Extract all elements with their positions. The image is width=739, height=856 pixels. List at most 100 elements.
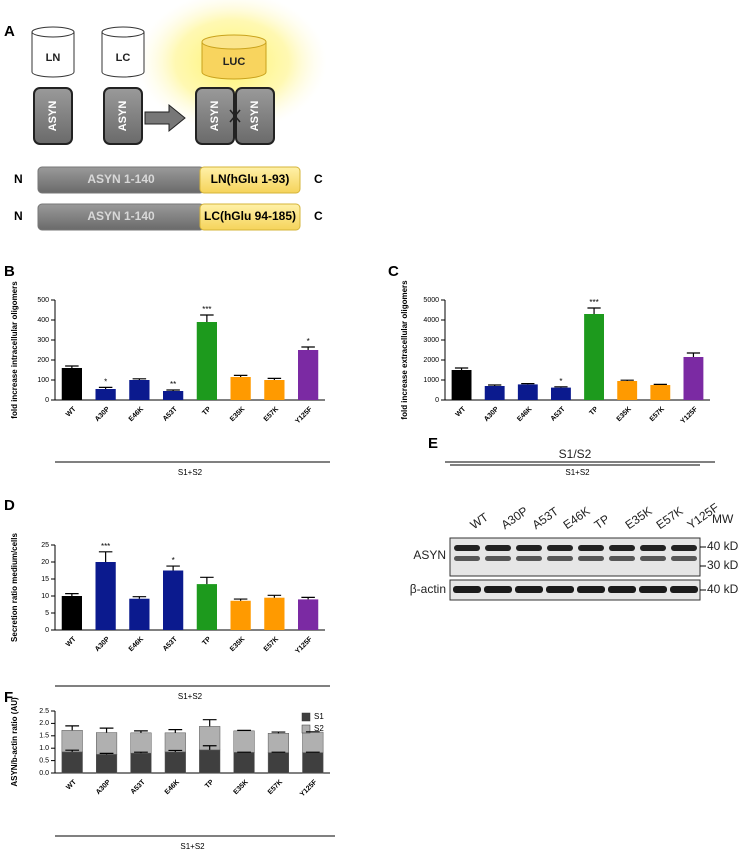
lane-label: A53T bbox=[530, 504, 562, 532]
panel-label: B bbox=[4, 263, 15, 280]
error-bar bbox=[65, 365, 79, 368]
row-label: β-actin bbox=[410, 582, 446, 596]
lane-label: TP bbox=[592, 512, 613, 532]
asyn-label: ASYN bbox=[249, 101, 261, 132]
error-bar bbox=[168, 749, 183, 752]
bar-segment bbox=[199, 749, 221, 774]
bar bbox=[584, 314, 604, 400]
bar bbox=[551, 387, 571, 400]
lane-label: E46K bbox=[561, 504, 593, 532]
n-term: N bbox=[14, 172, 23, 186]
tag-box bbox=[199, 166, 301, 194]
y-tick-label: 400 bbox=[37, 317, 49, 324]
cap bbox=[31, 32, 75, 78]
x-tick-label: TP bbox=[201, 636, 213, 648]
band bbox=[516, 556, 542, 561]
bar-segment bbox=[164, 751, 186, 774]
bar-segment bbox=[130, 752, 152, 774]
error-bar bbox=[686, 352, 701, 357]
error-bar bbox=[98, 386, 113, 389]
group-label: S1+S2 bbox=[180, 842, 205, 851]
band bbox=[671, 556, 697, 561]
error-bar bbox=[166, 565, 180, 571]
group-label: S1+S2 bbox=[565, 468, 590, 477]
error-bar bbox=[301, 346, 315, 350]
x-tick-label: E46K bbox=[164, 779, 181, 796]
bar bbox=[517, 384, 538, 400]
mw-label: MW bbox=[712, 512, 734, 526]
y-tick-label: 200 bbox=[37, 357, 49, 364]
bar bbox=[129, 380, 150, 400]
x-tick-label: A30P bbox=[483, 406, 501, 424]
error-bar bbox=[233, 598, 248, 601]
bar-segment bbox=[267, 733, 289, 753]
y-axis-label: fold increase extracellular oligomers bbox=[400, 280, 409, 420]
error-bar bbox=[98, 551, 113, 562]
significance: * bbox=[559, 377, 562, 386]
legend-label: S1 bbox=[314, 712, 324, 721]
bar bbox=[95, 562, 116, 630]
significance: * bbox=[104, 378, 107, 387]
y-tick-label: 0 bbox=[45, 397, 49, 404]
x-tick-label: TP bbox=[201, 406, 213, 418]
error-bar bbox=[233, 374, 248, 377]
y-tick-label: 15 bbox=[41, 576, 49, 583]
error-bar bbox=[587, 307, 601, 314]
row-label: ASYN bbox=[413, 548, 446, 562]
bar-segment bbox=[164, 732, 186, 753]
error-bar bbox=[301, 596, 315, 600]
error-bar bbox=[554, 386, 568, 388]
cap bbox=[201, 42, 267, 80]
bar bbox=[163, 391, 184, 400]
x-tick-label: WT bbox=[65, 635, 78, 648]
diagram: A LN LC LUC ASYN ASYN ASYN ASYN N ASYN 1… bbox=[4, 0, 327, 231]
x-tick-label: E57K bbox=[267, 779, 284, 796]
legend-label: S2 bbox=[314, 724, 324, 733]
asyn-box bbox=[33, 87, 73, 145]
x-tick-label: Y125F bbox=[680, 405, 700, 425]
y-tick-label: 1.0 bbox=[39, 745, 49, 752]
x-tick-label: A30P bbox=[95, 779, 113, 797]
panel-label: C bbox=[388, 263, 399, 280]
x-tick-label: E57K bbox=[263, 636, 280, 653]
band bbox=[454, 545, 480, 551]
band bbox=[515, 586, 543, 593]
bar bbox=[484, 386, 505, 400]
cap-label: LC bbox=[116, 52, 131, 64]
bar bbox=[61, 596, 82, 630]
band bbox=[577, 586, 605, 593]
bar bbox=[451, 370, 472, 400]
error-bar bbox=[65, 725, 80, 731]
core-label: ASYN 1-140 bbox=[87, 172, 155, 186]
error-bar bbox=[65, 749, 80, 752]
y-tick-label: 4000 bbox=[423, 317, 439, 324]
asyn-label: ASYN bbox=[117, 101, 129, 132]
x-tick-label: E46K bbox=[128, 636, 145, 653]
y-tick-label: 0.0 bbox=[39, 770, 49, 777]
lane-label: E35K bbox=[623, 504, 655, 532]
x-tick-label: A53T bbox=[130, 778, 148, 796]
asyn-box bbox=[235, 87, 275, 145]
bar bbox=[196, 584, 217, 630]
y-tick-label: 500 bbox=[37, 297, 49, 304]
band bbox=[671, 545, 697, 551]
x-tick-label: E35K bbox=[616, 406, 633, 423]
mw-marker: 40 kDa bbox=[707, 582, 739, 596]
x-tick-label: WT bbox=[65, 405, 78, 418]
lane-label: A30P bbox=[499, 504, 531, 532]
bar-segment bbox=[233, 730, 255, 753]
y-tick-label: 0 bbox=[45, 627, 49, 634]
significance: *** bbox=[589, 298, 598, 307]
band bbox=[547, 556, 573, 561]
error-bar bbox=[200, 576, 214, 585]
band bbox=[578, 556, 604, 561]
band bbox=[484, 586, 512, 593]
band bbox=[640, 556, 666, 561]
x-tick-label: A53T bbox=[162, 405, 180, 423]
asyn-box bbox=[195, 87, 235, 145]
band bbox=[485, 545, 511, 551]
legend-swatch bbox=[301, 712, 311, 722]
x-tick-label: E35K bbox=[229, 636, 246, 653]
error-bar bbox=[99, 727, 114, 733]
